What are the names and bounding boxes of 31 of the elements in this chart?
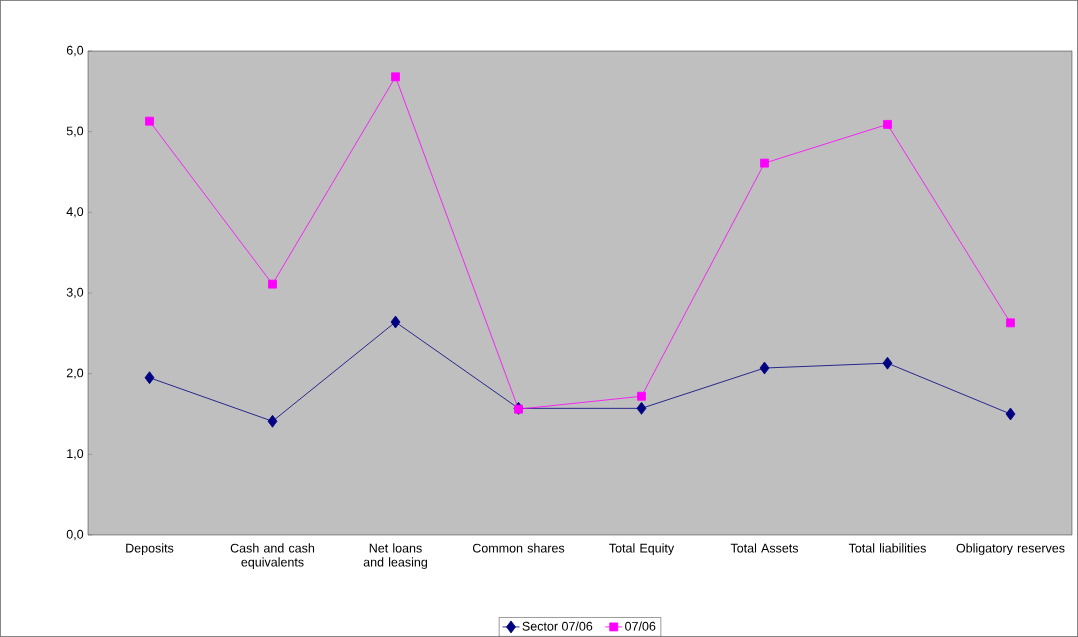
point — [883, 120, 892, 129]
y-tick-label: 4,0 — [66, 207, 84, 218]
x-tick-label: Common shares — [472, 543, 565, 553]
point — [882, 356, 893, 370]
x-tick-label: Total liabilities — [848, 543, 926, 553]
y-tick-label: 6,0 — [66, 45, 84, 57]
point — [636, 401, 647, 415]
y-tick-label: 3,0 — [66, 287, 84, 299]
x-tick-label: Total Equity — [609, 543, 675, 556]
legend-label: 07/06 — [625, 621, 656, 631]
point — [1006, 318, 1015, 328]
x-tick-label: Total Assets — [730, 543, 799, 553]
x-tick-label: Cash and cash equivalents — [230, 543, 315, 570]
point — [759, 361, 770, 375]
point — [144, 371, 155, 385]
y-tick-label: 2,0 — [66, 368, 84, 379]
point — [390, 315, 401, 329]
legend-label: Sector 07/06 — [522, 621, 593, 631]
point — [145, 116, 154, 126]
point — [268, 279, 277, 289]
y-tick-label: 0,0 — [66, 529, 84, 541]
point — [267, 414, 278, 428]
point — [637, 391, 646, 401]
point — [760, 158, 769, 168]
y-tick-label: 1,0 — [67, 449, 84, 460]
point — [391, 72, 400, 82]
y-tick-label: 5,0 — [66, 126, 84, 137]
x-tick-label: Obligatory reserves — [956, 543, 1065, 556]
point — [1005, 407, 1016, 421]
x-tick-label: Deposits — [126, 543, 174, 556]
x-tick-label: Net loans and leasing — [363, 543, 427, 570]
